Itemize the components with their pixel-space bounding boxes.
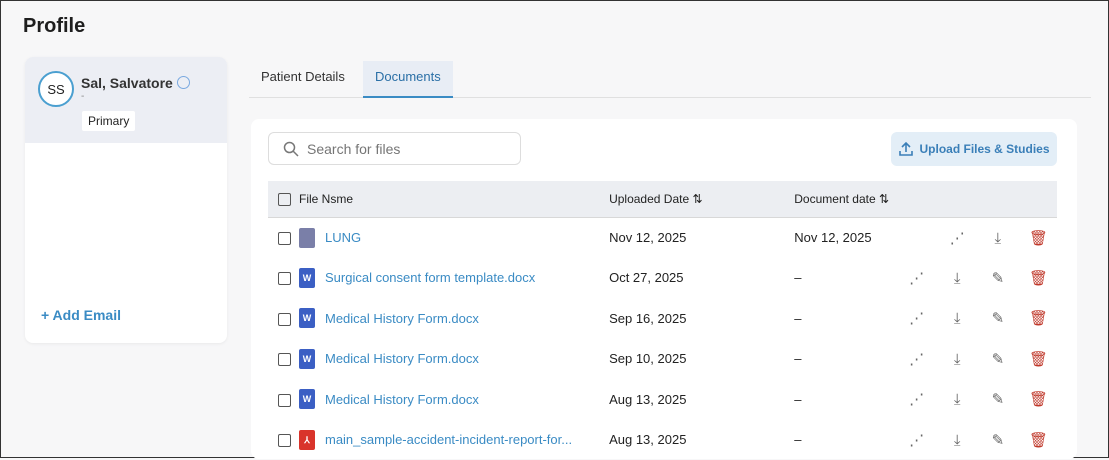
edit-icon[interactable]: ✎ bbox=[979, 309, 1016, 327]
delete-icon[interactable]: 🗑 bbox=[1020, 431, 1057, 449]
edit-icon[interactable]: ✎ bbox=[979, 350, 1016, 368]
document-date: – bbox=[794, 339, 898, 380]
delete-icon[interactable]: 🗑 bbox=[1020, 229, 1057, 247]
download-icon[interactable]: ⤓ bbox=[939, 310, 976, 327]
tab-documents[interactable]: Documents bbox=[363, 61, 453, 98]
column-document-date[interactable]: Document date ⇅ bbox=[794, 181, 898, 217]
column-file-name[interactable]: File Nsme bbox=[299, 181, 609, 217]
patient-name: Sal, Salvatore bbox=[81, 75, 173, 91]
row-checkbox[interactable] bbox=[278, 232, 291, 245]
row-checkbox[interactable] bbox=[278, 394, 291, 407]
download-icon[interactable]: ⤓ bbox=[939, 270, 976, 287]
share-icon[interactable]: ⋰ bbox=[898, 431, 935, 449]
file-name-link[interactable]: main_sample-accident-incident-report-for… bbox=[325, 432, 572, 447]
patient-sidebar: SS Sal, Salvatore - Primary + Add Email bbox=[25, 57, 227, 343]
documents-table: File Nsme Uploaded Date ⇅ Document date … bbox=[268, 181, 1057, 460]
row-actions: ⋰ ⤓ ✎ 🗑 bbox=[898, 420, 1057, 460]
word-file-icon: W bbox=[299, 268, 315, 288]
file-name-link[interactable]: Medical History Form.docx bbox=[325, 311, 479, 326]
row-actions: ⋰ ⤓ 🗑 bbox=[898, 217, 1057, 258]
column-uploaded-date[interactable]: Uploaded Date ⇅ bbox=[609, 181, 794, 217]
table-row: ⅄ main_sample-accident-incident-report-fo… bbox=[268, 420, 1057, 460]
delete-icon[interactable]: 🗑 bbox=[1020, 269, 1057, 287]
upload-icon bbox=[898, 141, 914, 157]
document-date: Nov 12, 2025 bbox=[794, 217, 898, 258]
add-email-button[interactable]: + Add Email bbox=[41, 307, 121, 323]
document-date: – bbox=[794, 298, 898, 339]
row-checkbox[interactable] bbox=[278, 434, 291, 447]
select-all-checkbox[interactable] bbox=[278, 193, 291, 206]
documents-panel: Upload Files & Studies File Nsme Uploade… bbox=[251, 119, 1077, 459]
avatar: SS bbox=[38, 71, 74, 107]
uploaded-date: Oct 27, 2025 bbox=[609, 258, 794, 299]
upload-label: Upload Files & Studies bbox=[919, 142, 1049, 156]
upload-files-button[interactable]: Upload Files & Studies bbox=[891, 132, 1057, 166]
search-input[interactable] bbox=[307, 141, 507, 157]
file-name-link[interactable]: Medical History Form.docx bbox=[325, 392, 479, 407]
delete-icon[interactable]: 🗑 bbox=[1020, 309, 1057, 327]
file-name-link[interactable]: LUNG bbox=[325, 230, 361, 245]
share-icon[interactable]: ⋰ bbox=[898, 309, 935, 327]
row-actions: ⋰ ⤓ ✎ 🗑 bbox=[898, 339, 1057, 380]
row-checkbox[interactable] bbox=[278, 353, 291, 366]
download-icon[interactable]: ⤓ bbox=[939, 432, 976, 449]
file-file-icon bbox=[299, 228, 315, 248]
download-icon[interactable]: ⤓ bbox=[979, 230, 1016, 247]
patient-card[interactable]: SS Sal, Salvatore - Primary bbox=[25, 57, 227, 143]
tab-bar: Patient Details Documents bbox=[249, 61, 1091, 98]
tab-patient-details[interactable]: Patient Details bbox=[249, 61, 357, 98]
primary-badge: Primary bbox=[82, 111, 135, 131]
row-actions: ⋰ ⤓ ✎ 🗑 bbox=[898, 258, 1057, 299]
download-icon[interactable]: ⤓ bbox=[939, 391, 976, 408]
word-file-icon: W bbox=[299, 308, 315, 328]
share-icon[interactable]: ⋰ bbox=[898, 390, 935, 408]
file-name-link[interactable]: Surgical consent form template.docx bbox=[325, 270, 535, 285]
file-name-link[interactable]: Medical History Form.docx bbox=[325, 351, 479, 366]
row-actions: ⋰ ⤓ ✎ 🗑 bbox=[898, 298, 1057, 339]
uploaded-date: Sep 10, 2025 bbox=[609, 339, 794, 380]
share-icon[interactable]: ⋰ bbox=[898, 350, 935, 368]
document-date: – bbox=[794, 379, 898, 420]
edit-icon[interactable]: ✎ bbox=[979, 269, 1016, 287]
row-actions: ⋰ ⤓ ✎ 🗑 bbox=[898, 379, 1057, 420]
verified-icon bbox=[177, 76, 190, 89]
word-file-icon: W bbox=[299, 389, 315, 409]
delete-icon[interactable]: 🗑 bbox=[1020, 350, 1057, 368]
download-icon[interactable]: ⤓ bbox=[939, 351, 976, 368]
share-icon[interactable]: ⋰ bbox=[939, 229, 976, 247]
word-file-icon: W bbox=[299, 349, 315, 369]
share-icon[interactable]: ⋰ bbox=[898, 269, 935, 287]
uploaded-date: Sep 16, 2025 bbox=[609, 298, 794, 339]
search-icon bbox=[283, 141, 299, 157]
pdf-file-icon: ⅄ bbox=[299, 430, 315, 450]
search-box[interactable] bbox=[268, 132, 521, 165]
row-checkbox[interactable] bbox=[278, 313, 291, 326]
patient-subtitle: - bbox=[81, 91, 84, 102]
row-checkbox[interactable] bbox=[278, 272, 291, 285]
document-date: – bbox=[794, 420, 898, 460]
patient-name-wrap: Sal, Salvatore bbox=[81, 75, 190, 91]
uploaded-date: Aug 13, 2025 bbox=[609, 420, 794, 460]
uploaded-date: Nov 12, 2025 bbox=[609, 217, 794, 258]
edit-icon[interactable]: ✎ bbox=[979, 431, 1016, 449]
page-title: Profile bbox=[23, 15, 85, 38]
table-row: W Surgical consent form template.docx Oct… bbox=[268, 258, 1057, 299]
delete-icon[interactable]: 🗑 bbox=[1020, 390, 1057, 408]
table-row: LUNG Nov 12, 2025 Nov 12, 2025 ⋰ ⤓ 🗑 bbox=[268, 217, 1057, 258]
uploaded-date: Aug 13, 2025 bbox=[609, 379, 794, 420]
document-date: – bbox=[794, 258, 898, 299]
edit-icon[interactable]: ✎ bbox=[979, 390, 1016, 408]
